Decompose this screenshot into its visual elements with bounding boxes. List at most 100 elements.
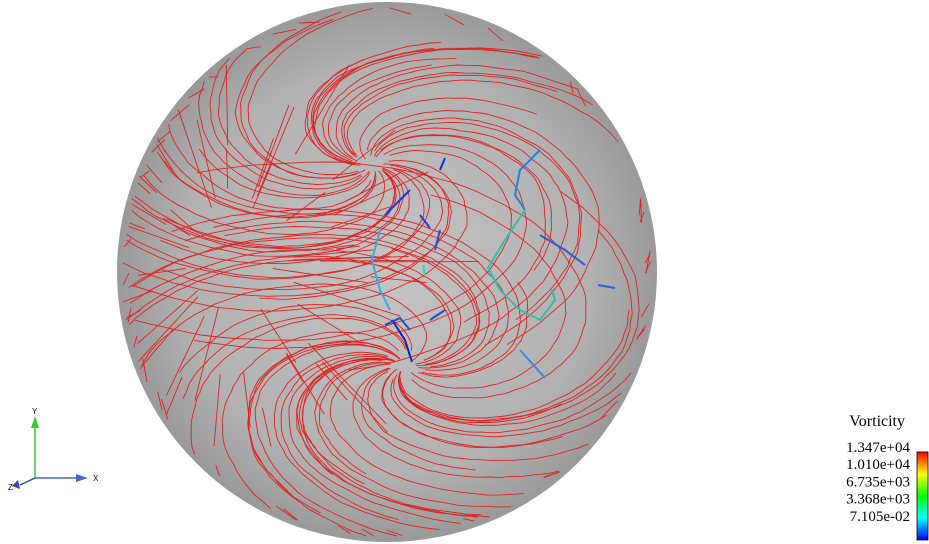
streamline <box>137 182 151 194</box>
streamline <box>131 170 397 249</box>
streamline <box>304 59 364 166</box>
streamline <box>133 335 138 348</box>
streamline <box>151 139 166 153</box>
streamline <box>188 88 205 99</box>
streamline <box>348 127 569 371</box>
streamline <box>122 273 130 285</box>
streamline <box>135 150 512 341</box>
streamline <box>399 229 633 422</box>
streamline <box>301 359 481 516</box>
streamline <box>179 304 413 373</box>
streamline <box>397 371 562 424</box>
streamline <box>361 528 374 537</box>
streamline <box>293 281 378 310</box>
streamline <box>639 211 645 222</box>
streamline <box>410 194 567 389</box>
streamline <box>257 104 290 188</box>
streamline <box>367 370 589 462</box>
streamline <box>127 307 132 324</box>
streamline <box>157 391 163 411</box>
streamline <box>128 225 190 249</box>
streamline <box>196 161 587 399</box>
orientation-axes: Y X Z <box>8 407 99 492</box>
streamline <box>343 74 558 156</box>
streamline <box>331 205 393 228</box>
streamline <box>129 248 462 365</box>
streamline <box>366 110 600 345</box>
streamline <box>218 49 362 185</box>
streamline <box>577 89 586 107</box>
streamline <box>299 21 321 24</box>
streamline <box>247 343 394 514</box>
streamline <box>194 144 527 349</box>
streamline <box>177 108 212 208</box>
streamline <box>314 48 537 162</box>
streamline <box>398 372 617 426</box>
streamline <box>243 371 251 428</box>
streamline <box>224 226 490 368</box>
streamline <box>298 358 490 518</box>
streamline <box>213 213 510 371</box>
axis-label-x: X <box>93 474 99 483</box>
streamline <box>137 296 199 362</box>
streamline <box>361 367 476 471</box>
streamline <box>248 341 401 537</box>
streamline <box>139 283 428 369</box>
streamline <box>180 169 401 253</box>
streamline <box>190 317 407 455</box>
streamline <box>341 72 594 158</box>
axis-label-y: Y <box>32 407 38 416</box>
streamline <box>161 398 169 420</box>
streamline <box>311 47 543 164</box>
vortex-lines <box>370 149 616 379</box>
streamlines <box>122 7 652 537</box>
streamline <box>322 57 457 162</box>
streamline <box>329 363 524 496</box>
streamline <box>321 361 388 433</box>
legend-label: 6.735e+03 <box>846 474 910 490</box>
streamline <box>283 508 299 521</box>
legend-label: 1.347e+04 <box>846 440 910 456</box>
streamline <box>398 191 640 422</box>
streamline <box>194 307 219 401</box>
color-bar <box>916 451 929 541</box>
streamline <box>170 209 195 232</box>
streamline <box>320 259 416 262</box>
streamline <box>381 368 607 448</box>
streamline <box>209 58 363 190</box>
streamline <box>319 362 391 475</box>
streamline <box>196 119 216 198</box>
streamline <box>322 244 355 250</box>
streamline <box>140 170 150 178</box>
streamline <box>156 144 174 172</box>
streamline <box>286 354 304 383</box>
streamline <box>370 276 427 284</box>
streamline <box>393 372 632 434</box>
streamline <box>125 256 452 361</box>
legend-title: Vorticity <box>849 413 905 430</box>
streamline <box>600 400 618 419</box>
streamline <box>146 164 163 184</box>
streamline <box>280 354 399 520</box>
axis-label-z: Z <box>8 483 13 492</box>
streamline <box>288 355 461 524</box>
streamline <box>213 374 221 447</box>
streamline <box>294 249 375 258</box>
streamline <box>128 259 455 360</box>
streamline <box>171 209 521 376</box>
streamline <box>137 290 198 344</box>
streamline <box>131 203 167 225</box>
streamline <box>182 314 408 399</box>
streamline <box>138 175 157 193</box>
streamline <box>131 168 404 257</box>
streamline <box>254 344 400 537</box>
streamline <box>389 7 412 15</box>
legend-label: 3.368e+03 <box>846 492 910 508</box>
streamline <box>370 117 582 346</box>
streamline <box>346 79 619 157</box>
sphere <box>117 2 657 542</box>
streamline <box>215 465 221 477</box>
streamline <box>261 407 272 447</box>
streamline <box>328 64 432 162</box>
